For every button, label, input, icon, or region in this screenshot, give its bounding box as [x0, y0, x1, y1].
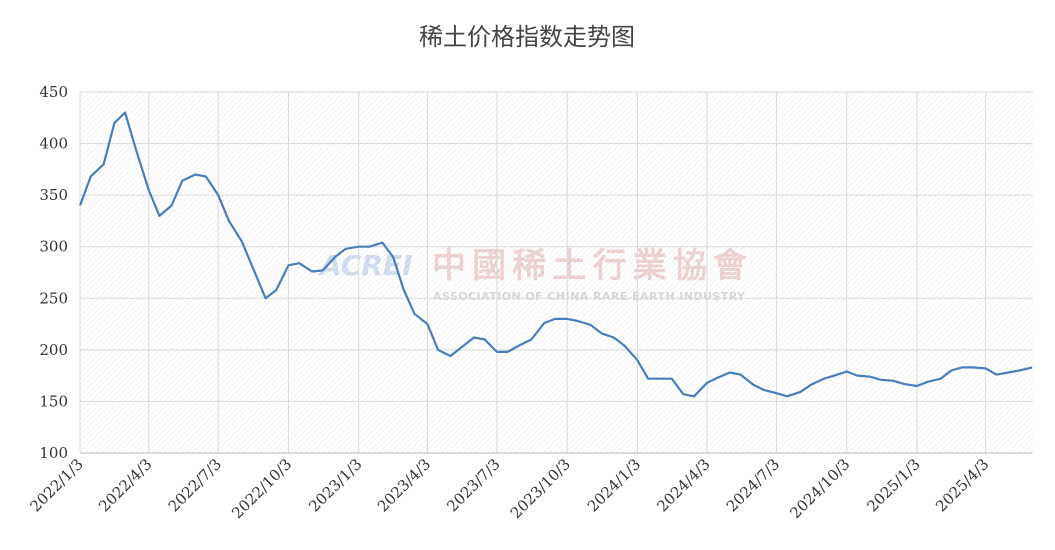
- x-tick-label: 2024/4/3: [653, 455, 713, 515]
- x-tick-label: 2023/7/3: [443, 455, 503, 515]
- line: [78, 111, 1033, 398]
- x-tick-label: 2022/1/3: [26, 455, 86, 515]
- x-tick-label: 2022/4/3: [95, 455, 155, 515]
- chart-title: 稀土价格指数走势图: [419, 23, 635, 51]
- x-tick-label: 2023/4/3: [374, 455, 434, 515]
- x-tick-label: 2025/1/3: [863, 455, 923, 515]
- y-tick-label: 350: [39, 186, 68, 204]
- y-tick-label: 250: [39, 289, 68, 307]
- plot-area: [80, 92, 1033, 453]
- watermark-subtitle: ASSOCIATION OF CHINA RARE EARTH INDUSTRY: [433, 290, 746, 303]
- y-tick-label: 150: [39, 392, 68, 410]
- x-tick-label: 2024/1/3: [584, 455, 644, 515]
- y-tick-label: 300: [39, 238, 68, 256]
- y-tick-label: 100: [39, 444, 68, 462]
- marks: [78, 111, 1033, 398]
- y-tick-label: 200: [39, 341, 68, 359]
- watermark-logo: ACREI: [318, 249, 412, 282]
- grid: [79, 91, 1033, 454]
- x-tick-label: 2024/7/3: [723, 455, 783, 515]
- x-tick-label: 2023/10/3: [507, 455, 574, 522]
- x-tick-label: 2024/10/3: [786, 455, 853, 522]
- x-tick-label: 2022/7/3: [165, 455, 225, 515]
- y-tick-label: 450: [39, 83, 68, 101]
- x-tick-label: 2025/4/3: [932, 455, 992, 515]
- y-tick-label: 400: [39, 135, 68, 153]
- x-tick-label: 2023/1/3: [305, 455, 365, 515]
- x-tick-label: 2022/10/3: [228, 455, 295, 522]
